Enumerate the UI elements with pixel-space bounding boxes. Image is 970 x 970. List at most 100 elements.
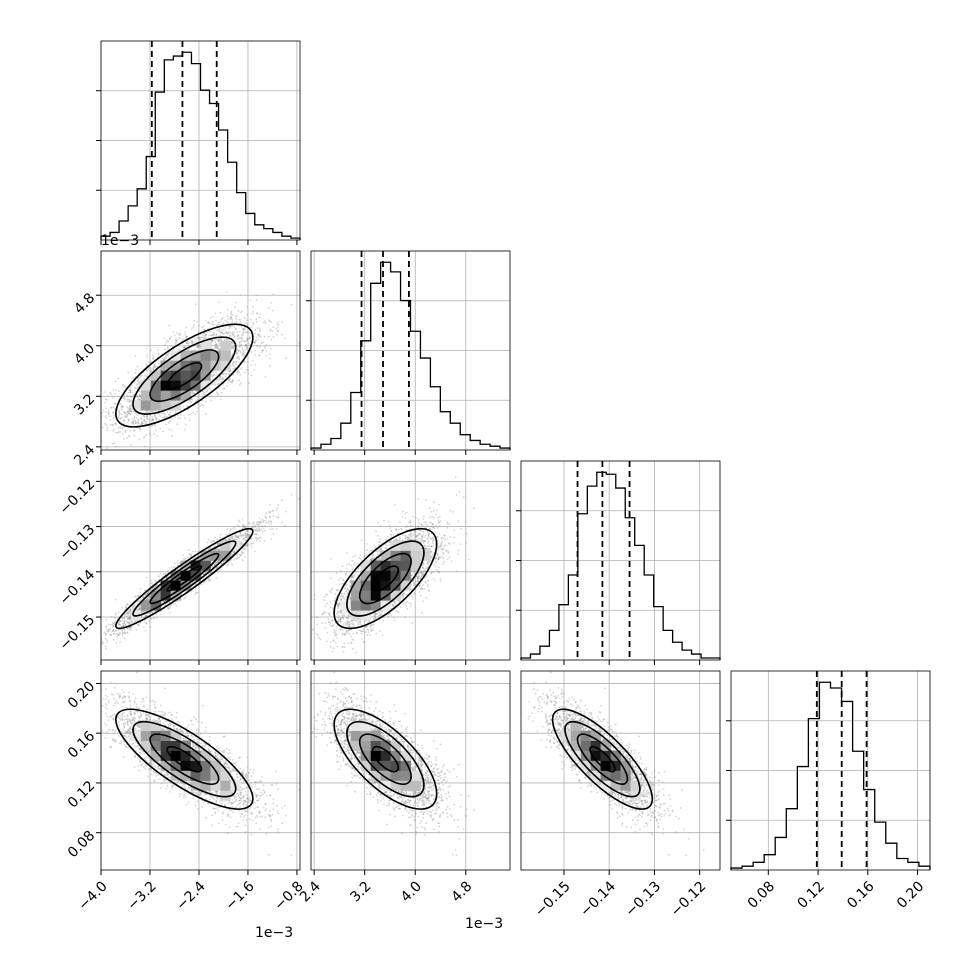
sample-point	[224, 319, 227, 322]
sample-point	[153, 423, 156, 426]
sample-point	[240, 325, 243, 328]
sample-point	[255, 336, 258, 339]
sample-point	[219, 377, 222, 380]
sample-point	[163, 337, 166, 339]
sample-point	[212, 371, 215, 373]
sample-point	[165, 355, 168, 358]
sample-point	[223, 387, 226, 390]
sample-point	[112, 428, 115, 431]
sample-point	[194, 303, 197, 306]
sample-point	[92, 640, 94, 642]
sample-point	[210, 339, 213, 342]
sample-point	[211, 339, 214, 342]
sample-point	[258, 517, 261, 520]
sample-point	[177, 417, 180, 420]
sample-point	[283, 337, 286, 340]
sample-point	[216, 329, 218, 332]
panel-frame	[100, 250, 301, 451]
sample-point	[167, 606, 170, 609]
sample-point	[137, 595, 139, 597]
sample-point	[155, 429, 158, 432]
sample-point	[232, 333, 235, 336]
sample-point	[238, 330, 241, 333]
sample-point	[214, 563, 217, 566]
sample-point	[231, 345, 233, 348]
sample-point	[122, 625, 125, 628]
sample-point	[214, 384, 217, 386]
sample-point	[150, 418, 153, 421]
sample-point	[229, 335, 231, 337]
sample-point	[141, 421, 143, 424]
sample-point	[156, 435, 159, 437]
sample-point	[247, 544, 250, 547]
sample-point	[127, 418, 130, 421]
sample-point	[106, 426, 109, 429]
sample-point	[193, 319, 196, 322]
sample-point	[241, 547, 244, 550]
sample-point	[140, 417, 143, 420]
sample-point	[242, 355, 245, 357]
sample-point	[211, 566, 214, 569]
sample-point	[164, 356, 167, 359]
sample-point	[230, 346, 233, 349]
sample-point	[167, 347, 169, 350]
sample-point	[104, 415, 107, 417]
sample-point	[221, 376, 224, 379]
sample-point	[242, 327, 245, 330]
sample-point	[255, 540, 258, 542]
sample-point	[271, 330, 274, 332]
sample-point	[211, 334, 214, 336]
sample-point	[121, 632, 124, 635]
sample-point	[130, 625, 133, 628]
sample-point	[218, 301, 220, 304]
sample-point	[114, 620, 117, 623]
density-cell	[200, 380, 211, 391]
sample-point	[128, 409, 131, 412]
sample-point	[140, 375, 143, 377]
sample-point	[272, 326, 275, 329]
sample-point	[252, 525, 255, 528]
sample-point	[121, 427, 124, 430]
sample-point	[215, 567, 218, 570]
sample-point	[162, 430, 164, 433]
sample-point	[211, 320, 214, 323]
sample-point	[139, 588, 142, 590]
sample-point	[154, 610, 157, 612]
sample-point	[123, 397, 126, 399]
sample-point	[240, 540, 243, 543]
sample-point	[235, 352, 238, 355]
sample-point	[225, 332, 228, 334]
sample-point	[272, 533, 275, 535]
sample-point	[224, 373, 227, 375]
sample-point	[178, 348, 180, 351]
sample-point	[124, 431, 127, 433]
sample-point	[146, 597, 149, 600]
sample-point	[108, 413, 110, 416]
sample-point	[241, 347, 244, 349]
sample-point	[157, 360, 160, 362]
sample-point	[152, 366, 155, 369]
sample-point	[219, 334, 222, 337]
sample-point	[187, 413, 190, 416]
sample-point	[105, 424, 108, 426]
sample-point	[148, 411, 150, 414]
sample-point	[132, 605, 135, 608]
sample-point	[195, 399, 198, 402]
sample-point	[85, 662, 87, 664]
sample-point	[224, 375, 227, 378]
sample-point	[225, 321, 228, 323]
sample-point	[122, 384, 125, 387]
sample-point	[132, 423, 135, 425]
sample-point	[236, 352, 239, 354]
sample-point	[262, 519, 265, 522]
sample-point	[171, 568, 174, 570]
sample-point	[134, 355, 137, 357]
sample-point	[95, 417, 97, 419]
sample-point	[129, 616, 132, 619]
sample-point	[166, 346, 169, 348]
sample-point	[86, 417, 88, 419]
sample-point	[123, 623, 126, 626]
sample-point	[238, 358, 241, 361]
sample-point	[269, 328, 272, 331]
sample-point	[145, 415, 147, 418]
